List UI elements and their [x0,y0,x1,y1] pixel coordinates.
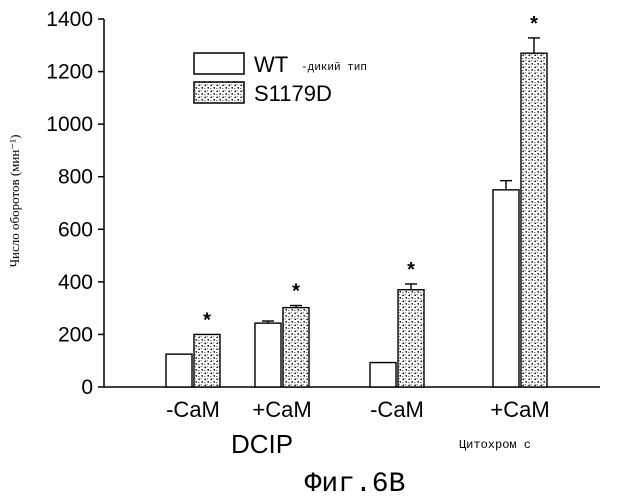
y-tick-label: 0 [81,376,93,399]
bar-wt [166,354,192,387]
legend: WT -дикий тип S1179D [194,52,367,106]
legend-label-s1179d: S1179D [254,81,332,106]
significance-marker: * [203,309,211,331]
bar-s1179d [398,290,424,387]
bar-wt [493,190,519,387]
y-tick-label: 1200 [46,61,93,84]
significance-marker: * [530,13,538,35]
bar-chart: 0 200 400 600 800 1000 1200 1400 * -CaM * +CaM * -Ca… [0,0,644,500]
category-label: -CaM [166,397,220,422]
y-axis-title: Число оборотов (мин⁻¹) [7,135,22,268]
y-tick-label: 600 [58,218,93,241]
bar-wt [255,323,281,387]
group-label-cytochrome: Цитохром с [459,438,531,452]
figure-caption: Фиг.6B [305,469,406,500]
y-tick-label: 1000 [46,113,93,136]
bar-s1179d [283,308,309,387]
category-label: -CaM [370,397,424,422]
legend-label-wt: WT [254,52,288,77]
y-tick-label: 800 [58,166,93,189]
y-tick-label: 200 [58,323,93,346]
significance-marker: * [292,281,300,303]
group-label-dcip: DCIP [231,429,293,459]
legend-swatch-s1179d [194,82,244,103]
y-tick-label: 1400 [46,8,93,31]
y-tick-label: 400 [58,271,93,294]
significance-marker: * [407,259,415,281]
legend-swatch-wt [194,53,244,74]
category-label: +CaM [252,397,311,422]
legend-sublabel-wt: -дикий тип [301,62,367,74]
bar-wt [370,363,396,387]
bar-s1179d [521,53,547,387]
category-label: +CaM [490,397,549,422]
bar-s1179d [194,334,220,387]
